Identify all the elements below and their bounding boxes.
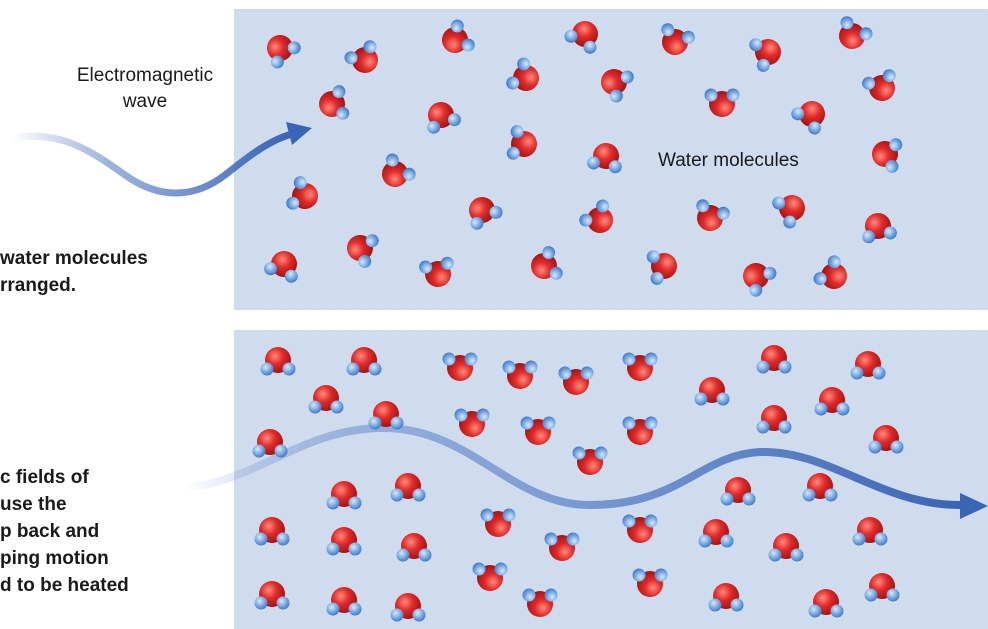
passing-wave-arrow (181, 423, 988, 519)
random-molecules (258, 13, 904, 300)
caption-random-arrangement: water molecules rranged. (0, 248, 148, 296)
caption-flipping-motion: c fields of use the p back and ping moti… (0, 467, 129, 596)
electromagnetic-wave-label: Electromagnetic wave (76, 65, 214, 112)
aligned-molecules (252, 345, 904, 622)
incoming-wave-arrow (8, 122, 312, 197)
water-molecules-label: Water molecules (658, 150, 799, 171)
